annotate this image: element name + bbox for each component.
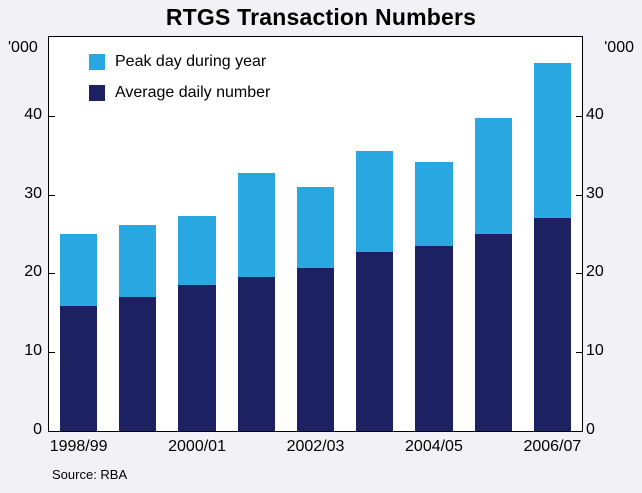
average-swatch bbox=[89, 85, 105, 101]
bar-peak-2004/05 bbox=[415, 162, 453, 246]
bar-peak-1999/00 bbox=[119, 225, 157, 298]
bar-average-1998/99 bbox=[59, 306, 98, 431]
chart-title: RTGS Transaction Numbers bbox=[165, 4, 477, 30]
x-axis-label: 1998/99 bbox=[49, 438, 108, 455]
legend-item-peak: Peak day during year bbox=[89, 53, 270, 71]
axis-tick-right bbox=[576, 115, 582, 117]
bar-peak-2001/02 bbox=[237, 172, 275, 278]
y-axis-label-right: 30 bbox=[586, 184, 604, 202]
axis-tick-left bbox=[49, 115, 55, 117]
y-axis-label-right: 40 bbox=[586, 105, 604, 123]
bar-average-2006/07 bbox=[533, 218, 572, 431]
x-axis-label: 2002/03 bbox=[286, 438, 345, 455]
y-axis-label-left: 40 bbox=[24, 105, 42, 123]
bar-average-2000/01 bbox=[178, 285, 216, 431]
x-axis-label: 2004/05 bbox=[405, 438, 463, 455]
axis-tick-right bbox=[576, 352, 582, 354]
axis-tick-right bbox=[576, 194, 582, 196]
plot-area: Peak day during year Average daily numbe… bbox=[48, 36, 583, 432]
bar-peak-1998/99 bbox=[59, 234, 98, 307]
bar-average-2003/04 bbox=[356, 252, 394, 431]
legend-label-peak: Peak day during year bbox=[115, 53, 267, 70]
legend-label-average: Average daily number bbox=[115, 84, 271, 101]
bar-average-2005/06 bbox=[474, 234, 512, 431]
axis-tick-right bbox=[576, 273, 582, 275]
bar-peak-2006/07 bbox=[533, 63, 572, 219]
y-axis-unit-right: '000 bbox=[604, 39, 634, 56]
x-axis-label: 2000/01 bbox=[168, 438, 226, 455]
bar-peak-2005/06 bbox=[474, 118, 512, 234]
axis-tick-left bbox=[49, 194, 55, 196]
bar-average-1999/00 bbox=[119, 297, 157, 431]
bar-average-2002/03 bbox=[296, 267, 335, 431]
y-axis-label-left: 30 bbox=[24, 184, 42, 202]
bar-peak-2003/04 bbox=[356, 151, 394, 253]
bar-peak-2002/03 bbox=[296, 186, 335, 268]
axis-tick-left bbox=[49, 352, 55, 354]
legend-item-average: Average daily number bbox=[89, 84, 270, 102]
y-axis-label-left: 0 bbox=[33, 421, 42, 438]
y-axis-label-right: 10 bbox=[586, 342, 604, 360]
x-axis-label: 2006/07 bbox=[523, 438, 582, 455]
bar-average-2001/02 bbox=[237, 277, 275, 431]
y-axis-label-right: 20 bbox=[586, 263, 604, 281]
source-note: Source: RBA bbox=[52, 467, 128, 482]
bar-average-2004/05 bbox=[415, 245, 453, 431]
y-axis-label-left: 10 bbox=[24, 342, 42, 360]
axis-tick-left bbox=[49, 273, 55, 275]
y-axis-label-left: 20 bbox=[24, 263, 42, 281]
peak-swatch bbox=[89, 54, 105, 70]
y-axis-label-right: 0 bbox=[586, 421, 595, 438]
legend: Peak day during year Average daily numbe… bbox=[89, 53, 270, 102]
bar-peak-2000/01 bbox=[178, 215, 216, 286]
y-axis-unit-left: '000 bbox=[8, 39, 38, 56]
